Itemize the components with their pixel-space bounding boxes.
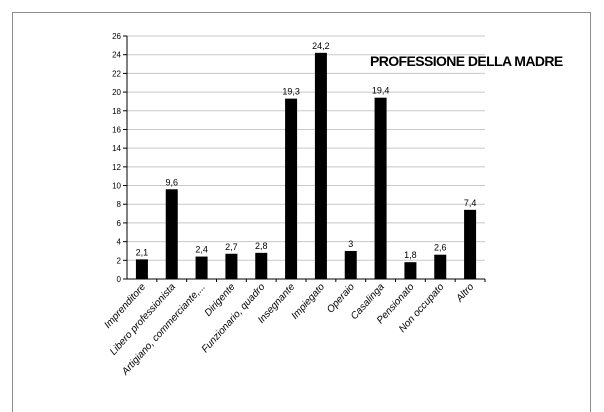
y-tick-label: 4 [117, 238, 122, 247]
bar [344, 250, 357, 279]
gridlines [127, 35, 485, 261]
y-tick-label: 22 [112, 69, 121, 78]
y-tick-label: 10 [112, 182, 121, 191]
y-tick-label: 20 [112, 88, 121, 97]
data-label: 1,8 [404, 250, 417, 260]
data-label: 19,4 [372, 86, 390, 96]
bar [285, 98, 298, 279]
data-label: 2,8 [255, 241, 268, 251]
data-label: 2,4 [195, 245, 208, 255]
y-tick-label: 8 [117, 200, 122, 209]
y-tick-label: 14 [112, 144, 121, 153]
bar [404, 262, 417, 279]
data-label: 24,2 [312, 41, 330, 51]
bar [255, 252, 268, 279]
bar [165, 189, 178, 279]
bars [135, 52, 477, 280]
data-label: 3 [348, 239, 353, 249]
y-tick-label: 0 [117, 275, 122, 284]
y-tick-label: 24 [112, 51, 121, 60]
bar [135, 259, 148, 279]
bar [314, 52, 327, 280]
bar [374, 97, 387, 279]
data-label: 9,6 [165, 177, 178, 187]
data-label: 2,7 [225, 242, 238, 252]
data-label: 19,3 [282, 87, 300, 97]
bar [195, 256, 208, 279]
data-label: 2,6 [434, 243, 447, 253]
bar [464, 209, 477, 279]
data-label: 2,1 [136, 247, 149, 257]
axes [123, 35, 486, 282]
bar [225, 253, 238, 279]
bar [434, 254, 447, 279]
y-tick-label: 26 [112, 32, 121, 41]
data-labels: 2,1 9,6 2,4 2,7 2,8 19,3 24,2 3 19,4 1,8 2,6 7,4 [136, 41, 477, 260]
y-tick-label: 6 [117, 219, 122, 228]
chart-title: PROFESSIONE DELLA MADRE [370, 53, 563, 69]
y-tick-label: 18 [112, 107, 121, 116]
y-tick-label: 12 [112, 163, 121, 172]
y-tick-label: 2 [117, 256, 122, 265]
y-tick-label: 16 [112, 125, 121, 134]
data-label: 7,4 [464, 198, 477, 208]
category-label: Altro [454, 281, 477, 305]
chart-frame [12, 12, 591, 412]
